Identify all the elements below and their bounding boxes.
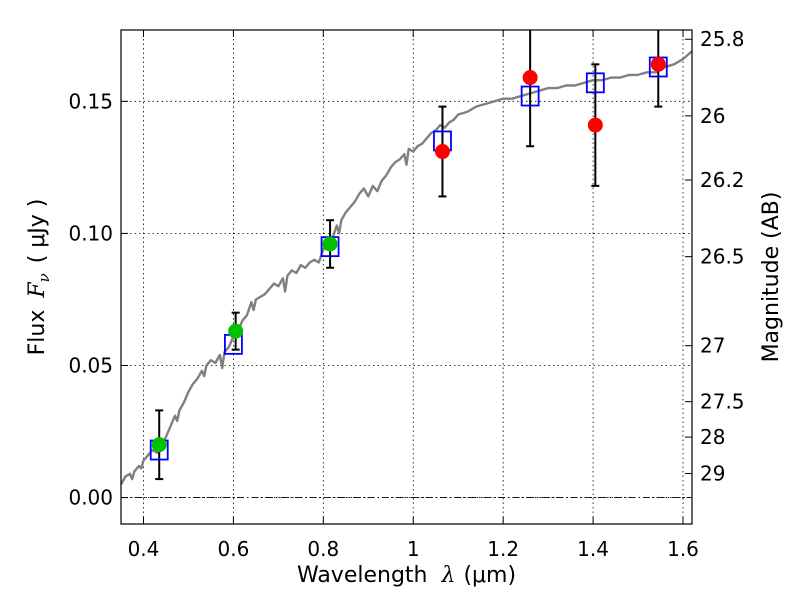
x-axis-label: Wavelength λ (μm) — [297, 563, 516, 588]
x-tick-label: 0.8 — [307, 537, 339, 561]
spectrum-polyline — [119, 50, 693, 485]
x-tick-label: 1 — [407, 537, 420, 561]
y2-tick-label: 26.2 — [700, 168, 745, 192]
error-bars — [155, 30, 663, 481]
x-tick-label: 0.6 — [217, 537, 249, 561]
y2-axis-label: Magnitude (AB) — [759, 192, 784, 363]
y2-tick-label: 27.5 — [700, 390, 745, 414]
x-tick-label: 0.4 — [128, 537, 160, 561]
y-tick-label: 0.05 — [68, 353, 113, 377]
grid — [121, 30, 692, 524]
detection-point — [434, 144, 450, 160]
y-axis-label: FluxFν( μJy ) — [25, 199, 53, 356]
detection-point — [228, 323, 244, 339]
detection-point — [650, 56, 666, 72]
y2-tick-labels: 25.8 26 26.2 26.5 27 27.5 28 29 — [700, 27, 745, 485]
x-tick-label: 1.2 — [487, 537, 519, 561]
y2-tick-label: 28 — [700, 425, 725, 449]
plot-frame — [120, 29, 693, 525]
y-tick-label: 0.15 — [68, 89, 113, 113]
detection-point — [522, 70, 538, 86]
x-tick-labels: 0.4 0.6 0.8 1 1.2 1.4 1.6 — [128, 537, 699, 561]
y-tick-label: 0.00 — [68, 486, 113, 510]
detection-point — [151, 437, 167, 453]
y2-tick-label: 26.5 — [700, 245, 745, 269]
model-photometry-square — [520, 85, 540, 107]
model-photometry-square — [585, 72, 605, 94]
x-tick-label: 1.6 — [667, 537, 699, 561]
y-tick-label: 0.10 — [68, 221, 113, 245]
y2-tick-label: 29 — [700, 462, 725, 486]
detection-point — [322, 236, 338, 252]
model-spectrum-line — [119, 50, 693, 485]
x-tick-label: 1.4 — [577, 537, 609, 561]
y2-tick-label: 27 — [700, 334, 725, 358]
model-photometry-squares — [149, 56, 668, 461]
detection-point — [587, 117, 603, 133]
y-tick-labels: 0.00 0.05 0.10 0.15 — [68, 89, 113, 509]
axis-ticks — [121, 30, 692, 524]
y2-tick-label: 25.8 — [700, 27, 745, 51]
detection-points — [151, 56, 666, 453]
y2-tick-label: 26 — [700, 104, 725, 128]
